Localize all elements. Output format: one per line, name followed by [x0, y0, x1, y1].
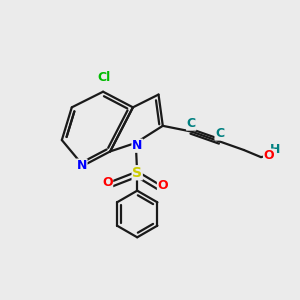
Text: N: N [76, 159, 87, 172]
Text: C: C [187, 117, 196, 130]
Text: O: O [102, 176, 113, 189]
Text: S: S [132, 166, 142, 180]
Text: H: H [269, 142, 280, 156]
Text: C: C [215, 127, 224, 140]
Text: O: O [264, 149, 274, 162]
Text: N: N [132, 139, 142, 152]
Text: Cl: Cl [98, 71, 111, 84]
Text: O: O [158, 179, 168, 192]
